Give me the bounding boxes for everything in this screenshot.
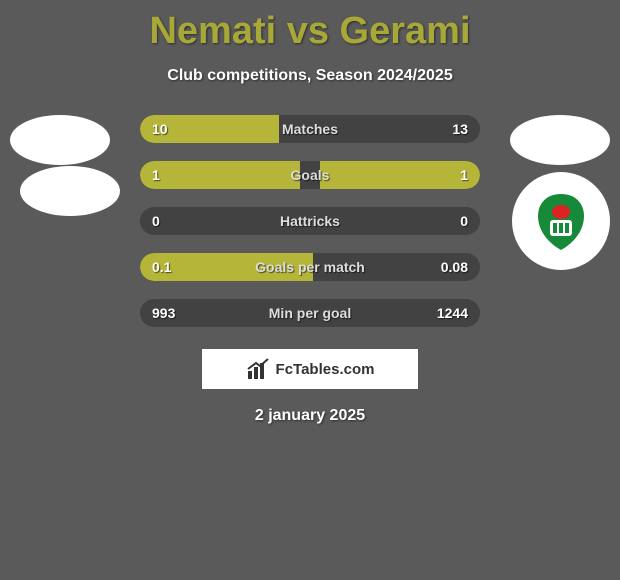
stat-label: Min per goal: [269, 305, 351, 321]
player1-badge-placeholder-2: [20, 166, 120, 216]
stat-value-right: 1: [460, 167, 468, 183]
stat-label: Goals per match: [255, 259, 365, 275]
page-subtitle: Club competitions, Season 2024/2025: [0, 67, 620, 85]
stat-row: 0.1 Goals per match 0.08: [140, 253, 480, 281]
stat-value-left: 0: [152, 213, 160, 229]
brand-text: FcTables.com: [276, 361, 375, 378]
chart-icon: [246, 357, 270, 381]
stat-value-left: 1: [152, 167, 160, 183]
stat-value-right: 1244: [437, 305, 468, 321]
stat-value-right: 0: [460, 213, 468, 229]
stat-label: Matches: [282, 121, 338, 137]
stat-row: 1 Goals 1: [140, 161, 480, 189]
page-title: Nemati vs Gerami: [0, 0, 620, 53]
club-badge: [512, 172, 610, 270]
date-text: 2 january 2025: [0, 407, 620, 425]
stat-row: 0 Hattricks 0: [140, 207, 480, 235]
club-badge-icon: [526, 186, 596, 256]
stat-value-left: 993: [152, 305, 175, 321]
player1-badge-placeholder-1: [10, 115, 110, 165]
stat-value-right: 0.08: [441, 259, 468, 275]
stat-label: Goals: [291, 167, 330, 183]
stat-row: 993 Min per goal 1244: [140, 299, 480, 327]
stat-value-left: 0.1: [152, 259, 171, 275]
brand-box: FcTables.com: [202, 349, 418, 389]
player2-badge-placeholder: [510, 115, 610, 165]
stat-value-left: 10: [152, 121, 168, 137]
stat-value-right: 13: [452, 121, 468, 137]
stat-bar-right: [320, 161, 480, 189]
stat-bar-left: [140, 161, 300, 189]
stat-row: 10 Matches 13: [140, 115, 480, 143]
stat-label: Hattricks: [280, 213, 340, 229]
